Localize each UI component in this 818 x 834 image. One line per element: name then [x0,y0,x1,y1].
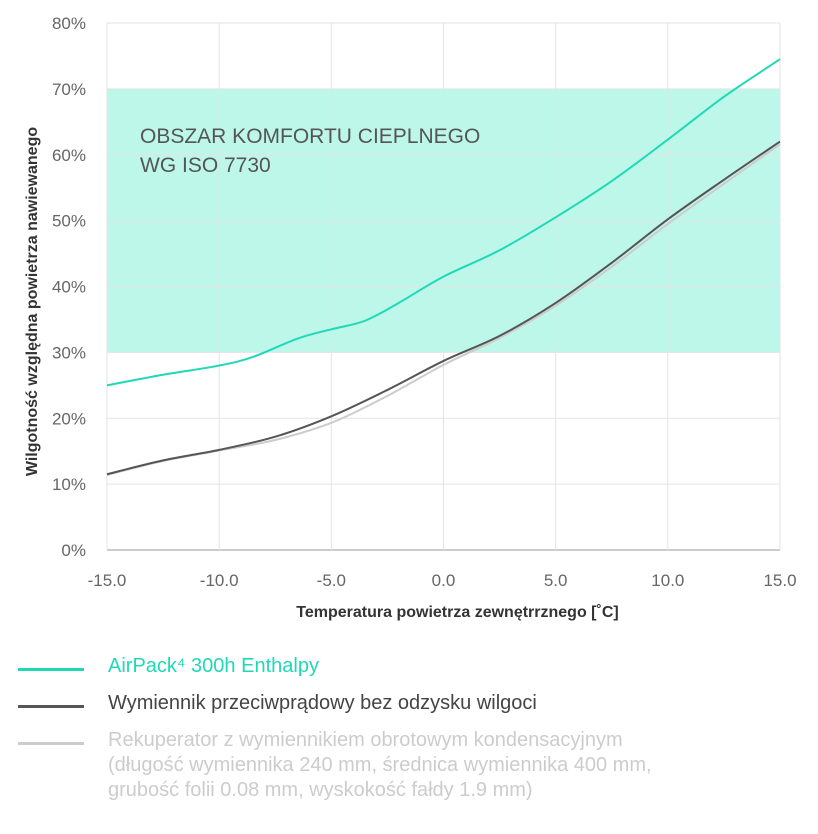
x-tick-label: -15.0 [88,571,127,590]
legend-swatch-airpack [18,668,84,671]
y-tick-label: 70% [52,80,86,99]
y-tick-label: 30% [52,343,86,362]
x-tick-label: -5.0 [317,571,346,590]
x-axis-title: Temperatura powietrza zewnętrrznego [˚C] [296,604,618,621]
comfort-zone-label-line1: OBSZAR KOMFORTU CIEPLNEGO [140,125,480,148]
y-tick-labels: 0% 10% 20% 30% 40% 50% 60% 70% 80% [52,14,86,560]
y-tick-label: 40% [52,278,86,297]
legend-item-rotary: Rekuperator z wymiennikiem obrotowym kon… [18,728,808,803]
y-tick-label: 60% [52,146,86,165]
legend-label-rotary-block: Rekuperator z wymiennikiem obrotowym kon… [108,728,652,803]
x-tick-label: -10.0 [200,571,239,590]
x-tick-label: 15.0 [763,571,796,590]
legend-label-counterflow: Wymiennik przeciwprądowy bez odzysku wil… [108,692,537,714]
legend-label-rotary: Rekuperator z wymiennikiem obrotowym kon… [108,729,623,751]
y-tick-label: 80% [52,14,86,33]
comfort-zone-label-line2: WG ISO 7730 [140,154,271,177]
legend-item-counterflow: Wymiennik przeciwprądowy bez odzysku wil… [18,691,808,716]
x-tick-label: 5.0 [544,571,568,590]
x-tick-label: 10.0 [651,571,684,590]
legend-swatch-counterflow [18,705,84,708]
legend-swatch-rotary [18,742,84,745]
legend-label-airpack: AirPack⁴ 300h Enthalpy [108,655,319,677]
legend: AirPack⁴ 300h Enthalpy Wymiennik przeciw… [18,654,808,815]
x-tick-label: 0.0 [432,571,456,590]
y-axis-title: Wilgotność względna powietrza nawiewaneg… [24,127,41,476]
legend-item-airpack: AirPack⁴ 300h Enthalpy [18,654,808,679]
series-line-airpack [106,58,781,387]
series-lines [106,58,781,476]
grid [106,22,781,551]
chart-area: OBSZAR KOMFORTU CIEPLNEGO WG ISO 7730 -1… [24,14,797,621]
series-line-counterflow [106,140,781,476]
y-tick-label: 0% [61,541,86,560]
legend-label-rotary-line3: grubość folii 0.08 mm, wyskokość fałdy 1… [108,779,533,801]
legend-label-rotary-line2: (długość wymiennika 240 mm, średnica wym… [108,754,652,776]
y-tick-label: 50% [52,212,86,231]
y-tick-label: 20% [52,409,86,428]
y-tick-label: 10% [52,475,86,494]
x-tick-labels: -15.0 -10.0 -5.0 0.0 5.0 10.0 15.0 [88,571,797,590]
